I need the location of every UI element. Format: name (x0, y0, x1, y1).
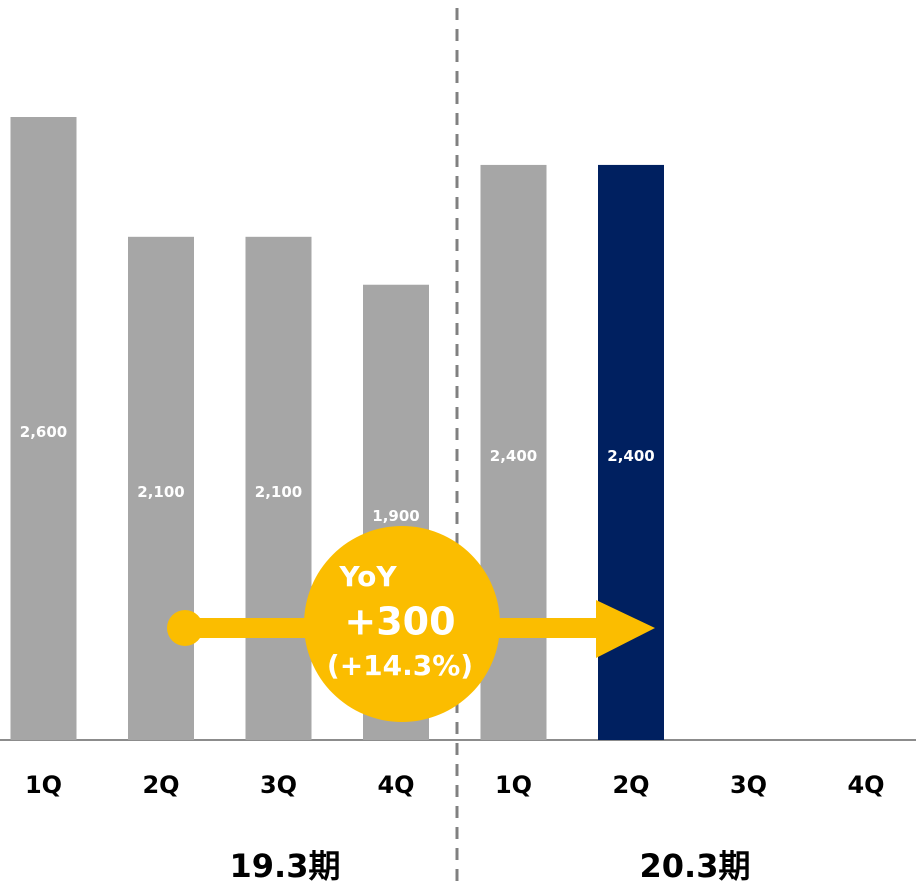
bar (10, 117, 77, 740)
yoy-arrowhead (596, 600, 655, 658)
data-label: 2,400 (490, 447, 537, 465)
data-label: 1,900 (372, 507, 419, 525)
x-tick-label: 2Q (142, 771, 179, 799)
data-label: 2,100 (137, 483, 184, 501)
group-label: 20.3期 (640, 847, 751, 885)
x-tick-label: 3Q (260, 771, 297, 799)
data-label: 2,600 (20, 423, 67, 441)
x-tick-label: 1Q (495, 771, 532, 799)
yoy-text: YoY (338, 560, 397, 593)
bar (128, 236, 194, 741)
data-label: 2,400 (607, 447, 654, 465)
x-tick-label: 4Q (847, 771, 884, 799)
x-tick-label: 3Q (730, 771, 767, 799)
x-tick-label: 1Q (25, 771, 62, 799)
yoy-text: +300 (344, 600, 455, 644)
x-tick-label: 2Q (612, 771, 649, 799)
x-tick-label: 4Q (377, 771, 414, 799)
data-label: 2,100 (255, 483, 302, 501)
group-label: 19.3期 (230, 847, 341, 885)
yoy-text: (+14.3%) (327, 649, 473, 682)
yoy-bubble (304, 526, 500, 722)
yoy-dot (167, 610, 203, 646)
bar (245, 236, 312, 741)
